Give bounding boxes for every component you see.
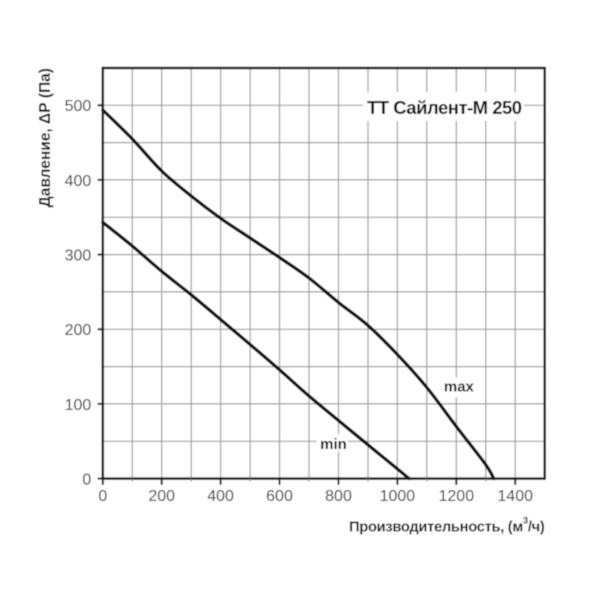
svg-text:max: max xyxy=(444,379,475,396)
svg-text:Давление, ΔР (Па): Давление, ΔР (Па) xyxy=(37,68,54,207)
svg-text:1400: 1400 xyxy=(497,488,533,505)
svg-text:600: 600 xyxy=(266,488,293,505)
svg-text:400: 400 xyxy=(65,173,92,190)
svg-text:800: 800 xyxy=(325,488,352,505)
svg-text:ТТ Сайлент-М 250: ТТ Сайлент-М 250 xyxy=(367,97,522,118)
svg-text:min: min xyxy=(320,436,347,453)
svg-text:400: 400 xyxy=(207,488,234,505)
svg-text:500: 500 xyxy=(65,98,92,115)
svg-text:200: 200 xyxy=(65,322,92,339)
svg-text:Производительность, (м3/ч): Производительность, (м3/ч) xyxy=(349,516,545,536)
svg-text:300: 300 xyxy=(65,248,92,265)
svg-text:100: 100 xyxy=(65,397,92,414)
svg-text:0: 0 xyxy=(82,472,91,489)
svg-text:1200: 1200 xyxy=(439,488,475,505)
svg-text:1000: 1000 xyxy=(380,488,416,505)
svg-text:0: 0 xyxy=(98,488,107,505)
svg-text:200: 200 xyxy=(148,488,175,505)
